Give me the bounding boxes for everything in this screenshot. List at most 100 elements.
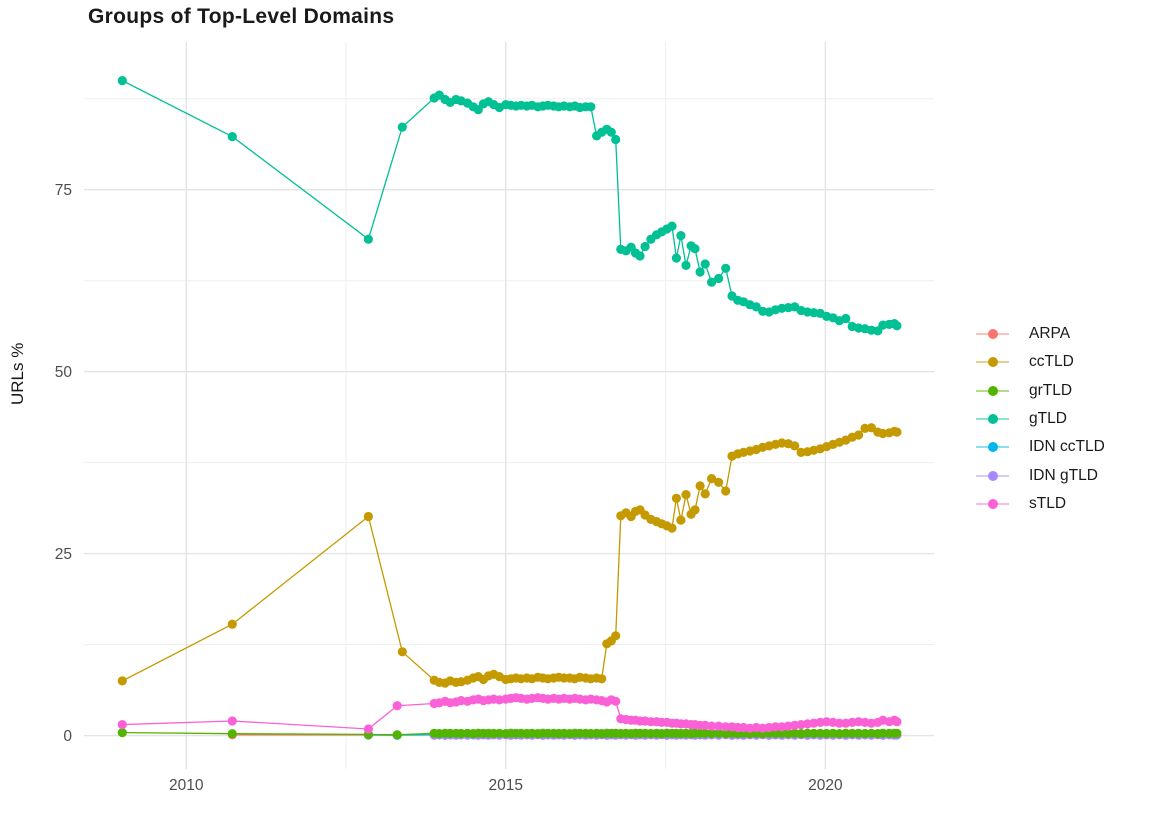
data-point (714, 477, 724, 487)
legend-item-ccTLD: ccTLD (976, 348, 1105, 376)
data-point (363, 724, 373, 734)
data-point (841, 313, 851, 324)
data-point (700, 489, 710, 499)
data-point (822, 728, 832, 739)
data-point (392, 730, 402, 740)
data-point (707, 728, 717, 739)
data-point (597, 674, 607, 684)
legend-dot-glyph (987, 329, 998, 340)
data-point (751, 302, 761, 312)
data-point (227, 716, 237, 726)
data-point (690, 244, 700, 254)
data-point (456, 728, 466, 739)
data-point (790, 441, 800, 451)
data-point (671, 493, 682, 503)
legend-label: IDN gTLD (1029, 466, 1098, 484)
data-point (667, 221, 677, 231)
data-point (397, 122, 407, 132)
legend-item-IDN-gTLD: IDN gTLD (976, 461, 1105, 489)
data-point (783, 728, 793, 739)
legend-key-icon (976, 385, 1009, 397)
data-point (892, 427, 902, 437)
data-point (611, 631, 621, 641)
y-tick-label: 0 (63, 728, 72, 745)
data-point (707, 721, 717, 731)
data-point (700, 259, 710, 269)
data-point (847, 728, 857, 739)
data-point (227, 132, 237, 142)
legend-key-icon (976, 413, 1009, 425)
legend-label: gTLD (1029, 410, 1067, 428)
data-point (841, 728, 851, 738)
data-point (671, 253, 682, 263)
series-grTLD (117, 728, 902, 740)
data-point (707, 474, 717, 484)
data-point (721, 263, 731, 273)
data-point (227, 729, 237, 739)
legend-label: grTLD (1029, 381, 1073, 399)
legend-key-icon (976, 470, 1009, 482)
data-point (866, 423, 877, 433)
x-tick-label: 2015 (489, 777, 523, 794)
series-line (122, 80, 898, 332)
series-sTLD (117, 693, 902, 734)
legend-key-icon (976, 356, 1009, 368)
x-tick-label: 2010 (169, 777, 204, 794)
legend-key-icon (976, 328, 1009, 340)
data-point (892, 321, 902, 331)
data-point (586, 102, 596, 112)
legend-dot-glyph (987, 442, 998, 453)
data-point (834, 718, 845, 728)
data-point (117, 76, 127, 86)
data-point (854, 728, 864, 738)
legend-dot-glyph (987, 385, 998, 396)
data-point (714, 273, 724, 284)
legend-item-gTLD: gTLD (976, 405, 1105, 433)
data-point (117, 676, 127, 686)
y-tick-label: 50 (55, 364, 73, 381)
series-ccTLD (117, 423, 902, 688)
legend-item-grTLD: grTLD (976, 377, 1105, 405)
data-point (667, 523, 677, 533)
data-point (392, 701, 402, 711)
data-point (117, 728, 127, 738)
y-tick-label: 25 (55, 546, 72, 563)
legend-dot-glyph (987, 414, 998, 425)
data-point (700, 728, 710, 738)
data-point (892, 717, 902, 727)
legend-dot-glyph (987, 498, 998, 509)
data-point (854, 430, 864, 440)
data-point (681, 260, 691, 270)
x-tick-label: 2020 (808, 777, 843, 794)
legend: ARPA ccTLD grTLD gTLD IDN ccTLD IDN gTLD sTLD (976, 320, 1105, 518)
data-point (809, 728, 819, 739)
data-point (770, 722, 781, 732)
data-point (606, 127, 616, 137)
legend-label: ARPA (1029, 325, 1071, 343)
data-point (770, 728, 781, 739)
data-point (892, 728, 902, 738)
data-point (635, 251, 645, 261)
data-point (640, 241, 650, 252)
data-point (777, 728, 787, 738)
legend-dot-glyph (987, 357, 998, 368)
data-point (676, 515, 686, 525)
data-point (117, 720, 127, 730)
legend-label: ccTLD (1029, 353, 1074, 371)
data-point (363, 234, 373, 244)
data-point (611, 696, 621, 706)
data-point (227, 619, 237, 629)
legend-label: sTLD (1029, 494, 1067, 512)
data-point (707, 277, 717, 287)
data-point (363, 511, 373, 522)
legend-key-icon (976, 441, 1009, 453)
legend-label: IDN ccTLD (1029, 438, 1105, 456)
data-point (676, 231, 686, 241)
legend-item-sTLD: sTLD (976, 490, 1105, 518)
data-point (721, 486, 731, 496)
legend-item-ARPA: ARPA (976, 320, 1105, 348)
data-point (878, 728, 888, 738)
data-point (714, 728, 724, 738)
